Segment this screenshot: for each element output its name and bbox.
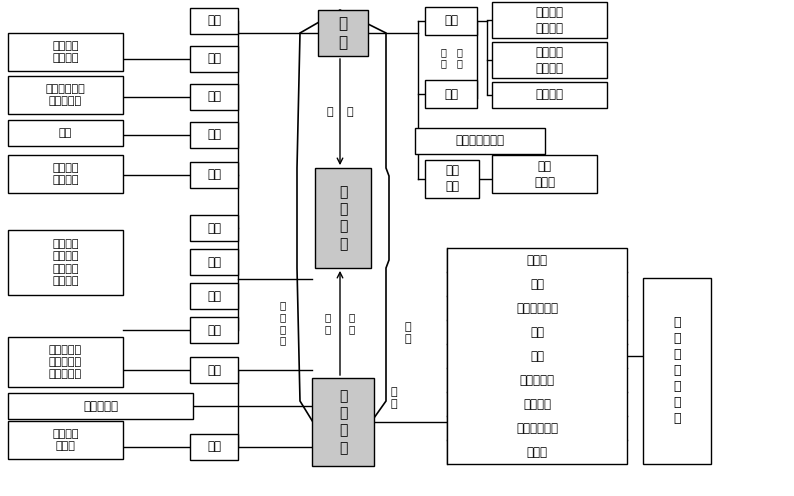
Text: 产生: 产生 [207,14,221,27]
Text: 决
定: 决 定 [440,47,446,68]
Text: 本质: 本质 [207,128,221,141]
Text: 产生与发展: 产生与发展 [83,399,118,413]
Bar [492,2,607,38]
Bar [8,76,123,114]
Bar [190,122,238,148]
Bar [190,162,238,188]
Text: 欧盟: 欧盟 [530,277,544,291]
Text: 东盟: 东盟 [530,325,544,338]
Text: 人口、领土、
政权、主权: 人口、领土、 政权、主权 [45,84,86,106]
Text: 我国人民
民主专政: 我国人民 民主专政 [535,5,564,35]
Text: 上海合作组织: 上海合作组织 [516,422,558,434]
Bar [190,434,238,460]
Text: 专政: 专政 [59,128,72,138]
Text: 参
加: 参 加 [405,322,411,344]
Text: 国
际
社
会: 国 际 社 会 [339,185,347,251]
Text: 政治统治
社会管理: 政治统治 社会管理 [52,163,79,185]
Text: 亚太经合组织: 亚太经合组织 [516,302,558,314]
Bar [8,155,123,193]
Text: 政体: 政体 [444,87,458,101]
Text: 国体: 国体 [444,14,458,27]
Text: 地位: 地位 [207,255,221,268]
Bar [312,378,374,466]
Bar [190,283,238,309]
Text: 基: 基 [326,107,333,117]
Text: 石: 石 [347,107,353,117]
Bar [190,46,238,72]
Bar [643,278,711,464]
Bar [190,357,238,383]
Text: 金砖国家: 金砖国家 [523,397,551,411]
Bar [8,33,123,71]
Text: 大会、执
行机构、
秘书处、
司法机构: 大会、执 行机构、 秘书处、 司法机构 [52,239,79,286]
Text: 国家
结构: 国家 结构 [445,165,459,193]
Text: 国
家: 国 家 [338,16,348,50]
Text: 亚投行: 亚投行 [526,445,548,458]
Bar [190,215,238,241]
Text: 国
际
组
织: 国 际 组 织 [339,389,347,455]
Text: 体
现: 体 现 [456,47,462,68]
Bar [318,10,368,56]
Text: 参
加: 参 加 [391,387,397,409]
Bar [190,8,238,34]
Bar [492,82,607,108]
Bar [415,128,545,154]
Bar [492,155,597,193]
Text: 国际性、目
的性、组织
性、自主性: 国际性、目 的性、组织 性、自主性 [49,345,82,379]
Bar [190,317,238,343]
Text: 联合国: 联合国 [526,253,548,266]
Bar [8,393,193,419]
Text: 类型: 类型 [207,290,221,303]
Bar [492,42,607,78]
Text: 要素: 要素 [207,90,221,104]
Text: 我国
单一制: 我国 单一制 [534,160,555,188]
Bar [190,84,238,110]
Text: 职能: 职能 [207,169,221,182]
Bar [8,120,123,146]
Text: 积极作用
局限性: 积极作用 局限性 [52,429,79,451]
Text: 二十国集团: 二十国集团 [519,373,554,386]
Text: 非盟: 非盟 [530,350,544,363]
Text: 重
成: 重 成 [325,312,331,334]
Text: 中
国
与
国
际
组
织: 中 国 与 国 际 组 织 [673,316,680,426]
Bar [8,337,123,387]
Bar [425,160,479,198]
Bar [425,7,477,35]
Text: 重
要
成
员: 重 要 成 员 [279,301,286,345]
Text: 西方政体: 西方政体 [535,88,564,102]
Text: 要
员: 要 员 [349,312,355,334]
Bar [447,248,627,464]
Bar [190,249,238,275]
Bar [8,230,123,295]
Bar [8,421,123,459]
Bar [315,168,371,268]
Text: 人民代表
大会制度: 人民代表 大会制度 [535,46,564,74]
Text: 作用: 作用 [207,440,221,453]
Text: 阶级矛盾
不可调和: 阶级矛盾 不可调和 [52,41,79,63]
Text: 机构: 机构 [207,323,221,336]
Text: 政党和利益集团: 政党和利益集团 [456,134,504,147]
Text: 实质: 实质 [207,53,221,65]
Bar [425,80,477,108]
Text: 含义: 含义 [207,222,221,235]
Text: 特点: 特点 [207,364,221,376]
